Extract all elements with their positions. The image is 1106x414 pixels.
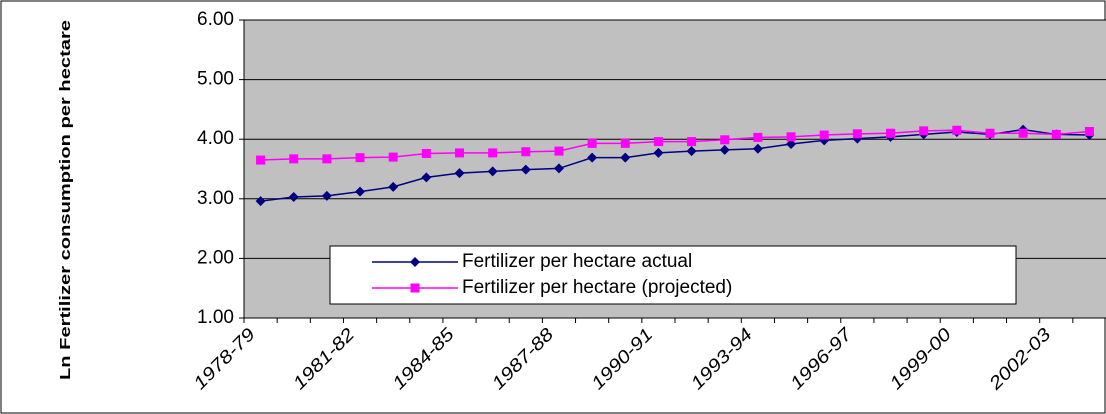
data-point: [620, 138, 630, 148]
data-point: [521, 147, 531, 157]
data-point: [620, 152, 631, 163]
data-point: [454, 168, 465, 179]
legend-label: Fertilizer per hectare (projected): [462, 277, 732, 298]
data-point: [355, 153, 365, 163]
data-point: [421, 149, 431, 159]
data-point: [1051, 129, 1061, 139]
data-point: [488, 148, 498, 158]
y-tick-label: 2.00: [197, 247, 234, 268]
data-point: [487, 166, 498, 177]
y-tick-label: 1.00: [197, 307, 234, 328]
data-point: [256, 155, 266, 165]
data-point: [985, 128, 995, 138]
data-point: [322, 154, 332, 164]
data-point: [388, 181, 399, 192]
data-point: [289, 154, 299, 164]
legend-marker: [410, 283, 420, 293]
data-point: [355, 186, 366, 197]
y-tick-label: 5.00: [197, 69, 234, 90]
data-point: [653, 137, 663, 147]
data-point: [1018, 128, 1028, 138]
data-point: [388, 152, 398, 162]
data-point: [819, 130, 829, 140]
data-point: [255, 196, 266, 207]
data-point: [653, 147, 664, 158]
data-point: [1084, 126, 1094, 136]
data-point: [886, 128, 895, 138]
data-point: [455, 148, 464, 158]
data-point: [852, 129, 862, 139]
data-point: [753, 132, 763, 142]
data-point: [554, 146, 564, 156]
data-point: [587, 138, 597, 148]
legend: [329, 245, 1017, 305]
data-point: [752, 143, 763, 154]
y-tick-label: 3.00: [197, 188, 234, 209]
data-point: [686, 146, 697, 157]
data-point: [919, 126, 929, 136]
data-point: [321, 190, 332, 201]
data-point: [288, 192, 299, 203]
data-point: [520, 164, 531, 175]
data-point: [720, 135, 730, 145]
y-tick-label: 6.00: [197, 9, 234, 30]
data-point: [421, 172, 432, 183]
y-axis-title: Ln Fertilizer consumption per hectare: [57, 20, 74, 380]
data-point: [687, 137, 697, 147]
legend-label: Fertilizer per hectare actual: [462, 251, 692, 272]
data-point: [952, 125, 962, 135]
data-point: [719, 144, 730, 155]
series-line: [260, 129, 1090, 161]
legend-marker: [410, 257, 420, 267]
y-tick-label: 4.00: [197, 128, 234, 149]
series-line: [260, 128, 1090, 202]
data-point: [786, 132, 796, 142]
data-point: [786, 138, 797, 149]
data-point: [587, 152, 598, 163]
data-point: [553, 163, 564, 174]
